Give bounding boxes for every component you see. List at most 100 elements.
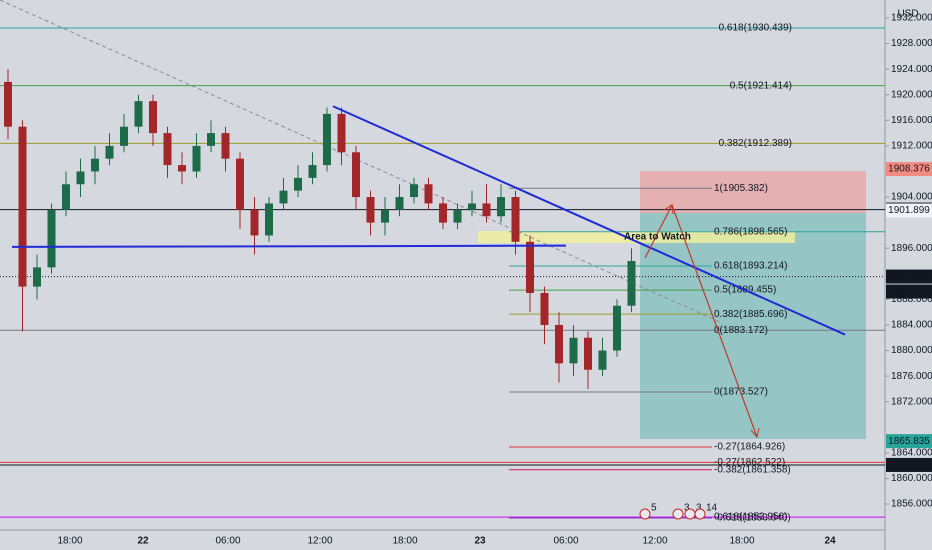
y-tick-label: 1932.000 xyxy=(891,13,932,24)
candle-body xyxy=(105,145,114,159)
event-count: 3 xyxy=(684,503,690,514)
event-count: 14 xyxy=(706,503,718,514)
y-tick-label: 1884.000 xyxy=(891,320,932,331)
candle-body xyxy=(439,203,447,223)
fib-label: 0.5(1921.414) xyxy=(730,80,792,91)
candle-body xyxy=(163,133,172,166)
annotation: Area to Watch xyxy=(624,232,691,243)
candle-body xyxy=(279,190,288,204)
candle-body xyxy=(584,337,592,370)
watch-zone xyxy=(478,231,795,243)
y-tick-label: 1904.000 xyxy=(891,192,932,203)
resistance-trendline xyxy=(332,105,846,336)
support-line xyxy=(11,244,567,248)
fib-label: 0.618(1930.439) xyxy=(719,23,792,34)
candle-body xyxy=(555,324,563,364)
candle-body xyxy=(207,133,215,146)
candle-body xyxy=(453,209,462,223)
event-icon xyxy=(684,508,696,520)
x-tick-label: 06:00 xyxy=(215,536,240,547)
y-tick-label: 1872.000 xyxy=(891,396,932,407)
price-tag-label: 1901.899 xyxy=(888,205,930,216)
price-tag-label: 1862.112 xyxy=(889,460,930,471)
fib-label: -0.382(1861.358) xyxy=(714,464,791,475)
price-tag xyxy=(886,457,932,472)
y-tick-label: 1916.000 xyxy=(891,115,932,126)
x-tick-label: 18:00 xyxy=(729,536,754,547)
candle-body xyxy=(598,350,607,370)
y-tick-label: 1896.000 xyxy=(891,243,932,254)
candle-body xyxy=(511,197,520,242)
y-tick-label: 1876.000 xyxy=(891,371,932,382)
candle-body xyxy=(424,184,433,204)
price-tag-label: 1865.835 xyxy=(888,436,930,447)
candle-body xyxy=(410,184,418,198)
fib-label: -0.618(1853.840) xyxy=(714,512,791,523)
y-tick-label: 1920.000 xyxy=(891,89,932,100)
x-tick-label: 12:00 xyxy=(307,536,332,547)
event-count: 5 xyxy=(651,503,657,514)
fib-label: -0.27(1862.522) xyxy=(714,457,785,468)
candle-body xyxy=(178,165,186,172)
arrow-head xyxy=(750,427,760,439)
candle-body xyxy=(468,203,476,210)
x-tick-label: 18:00 xyxy=(57,536,82,547)
price-tag xyxy=(886,434,932,449)
x-tick-label: 22 xyxy=(137,536,149,547)
countdown-tag xyxy=(886,284,932,299)
x-tick-label: 24 xyxy=(824,536,836,547)
price-tag-label: 1891.567 xyxy=(888,271,930,282)
price-tag xyxy=(886,162,932,177)
fib-label: 1(1905.382) xyxy=(714,183,768,194)
candle-body xyxy=(250,209,259,236)
candle-body xyxy=(18,126,27,287)
x-tick-label: 06:00 xyxy=(553,536,578,547)
y-tick-label: 1860.000 xyxy=(891,473,932,484)
candle-body xyxy=(627,261,636,306)
candle-body xyxy=(526,241,534,293)
event-icon xyxy=(694,508,706,520)
candle-body xyxy=(352,152,360,198)
currency: USD xyxy=(897,9,918,20)
candle-body xyxy=(540,292,549,325)
arrow-head xyxy=(663,204,674,215)
candle-body xyxy=(134,101,143,127)
y-tick-label: 1888.000 xyxy=(891,294,932,305)
candle-body xyxy=(308,165,317,178)
x-tick-label: 23 xyxy=(474,536,486,547)
y-tick-label: 1912.000 xyxy=(891,141,932,152)
y-tick-label: 1856.000 xyxy=(891,499,932,510)
y-tick-label: 1928.000 xyxy=(891,38,932,49)
fib-label: -0.27(1864.926) xyxy=(714,442,785,453)
fib-label: 0.382(1912.389) xyxy=(719,138,792,149)
candle-body xyxy=(294,177,302,191)
candle-body xyxy=(120,126,128,146)
event-count: 3 xyxy=(696,503,702,514)
candle-body xyxy=(47,209,56,268)
countdown: 04:05 xyxy=(896,286,921,297)
target-zone xyxy=(640,213,866,439)
fib-label: 0(1883.172) xyxy=(714,325,768,336)
candle-body xyxy=(33,267,41,287)
candle-body xyxy=(221,133,230,159)
candle-body xyxy=(76,171,85,185)
candle-body xyxy=(395,197,404,210)
x-tick-label: 18:00 xyxy=(392,536,417,547)
event-icon xyxy=(639,508,651,520)
price-tag-label: 1908.376 xyxy=(888,164,930,175)
y-tick-label: 1864.000 xyxy=(891,448,932,459)
fib-label: 0.618(1893.214) xyxy=(714,261,787,272)
candle-body xyxy=(482,203,491,217)
stop-zone xyxy=(640,171,866,213)
price-tag xyxy=(886,269,932,284)
candle-body xyxy=(381,209,389,223)
event-icon xyxy=(672,508,684,520)
candle-body xyxy=(91,158,99,172)
candle-body xyxy=(497,197,505,217)
candle-body xyxy=(149,101,157,134)
candle-body xyxy=(366,197,375,223)
fib-label: 0.786(1898.565) xyxy=(714,226,787,237)
candle-body xyxy=(569,337,578,364)
candle-body xyxy=(613,305,621,351)
